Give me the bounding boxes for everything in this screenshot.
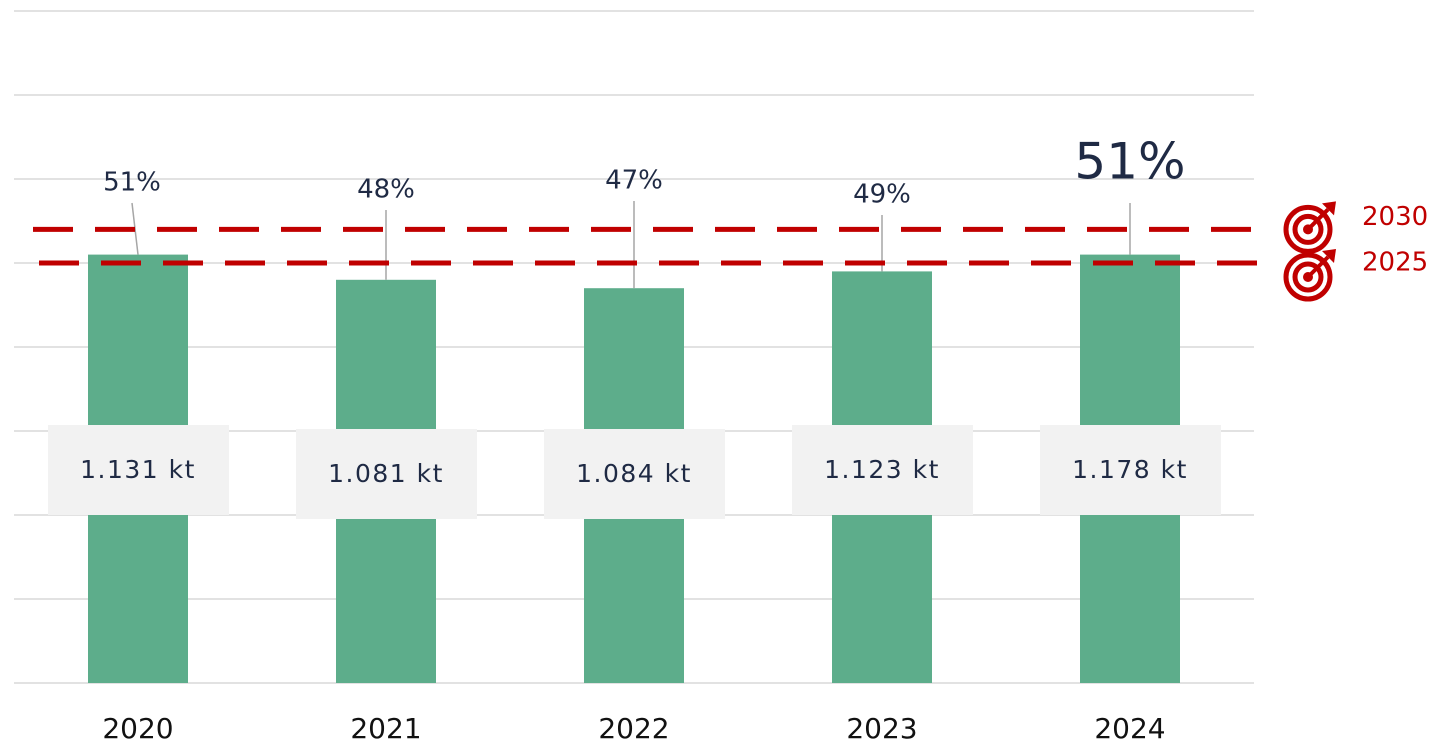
- target-ring: [1292, 261, 1324, 293]
- value-label: 51%: [1074, 133, 1185, 191]
- amount-box: [1040, 425, 1221, 515]
- x-tick-label: 2020: [102, 712, 173, 744]
- amount-label: 1.084 kt: [576, 459, 692, 488]
- amount-label: 1.123 kt: [824, 455, 940, 484]
- target-icon: [1283, 249, 1336, 302]
- amount-label: 1.178 kt: [1072, 455, 1188, 484]
- value-label: 48%: [357, 175, 415, 205]
- x-tick-label: 2023: [846, 712, 917, 744]
- amount-label: 1.081 kt: [328, 459, 444, 488]
- amount-box: [792, 425, 973, 515]
- target-icon: [1283, 201, 1336, 254]
- value-label: 49%: [853, 180, 911, 210]
- target-ring: [1292, 213, 1324, 245]
- target-label: 2025: [1362, 248, 1428, 278]
- x-tick-label: 2021: [350, 712, 421, 744]
- target-ring: [1283, 252, 1333, 302]
- value-label: 51%: [103, 168, 161, 198]
- amount-box: [48, 425, 229, 515]
- value-label: 47%: [605, 166, 663, 196]
- target-arrow-head: [1322, 201, 1336, 216]
- target-label: 2030: [1362, 202, 1428, 232]
- amount-box: [296, 429, 477, 519]
- target-ring: [1283, 204, 1333, 254]
- target-arrow: [1306, 207, 1330, 231]
- x-tick-label: 2024: [1094, 712, 1165, 744]
- amount-label: 1.131 kt: [80, 455, 196, 484]
- x-tick-label: 2022: [598, 712, 669, 744]
- target-arrow: [1306, 255, 1330, 279]
- target-arrow-head: [1322, 249, 1336, 263]
- amount-box: [544, 429, 725, 519]
